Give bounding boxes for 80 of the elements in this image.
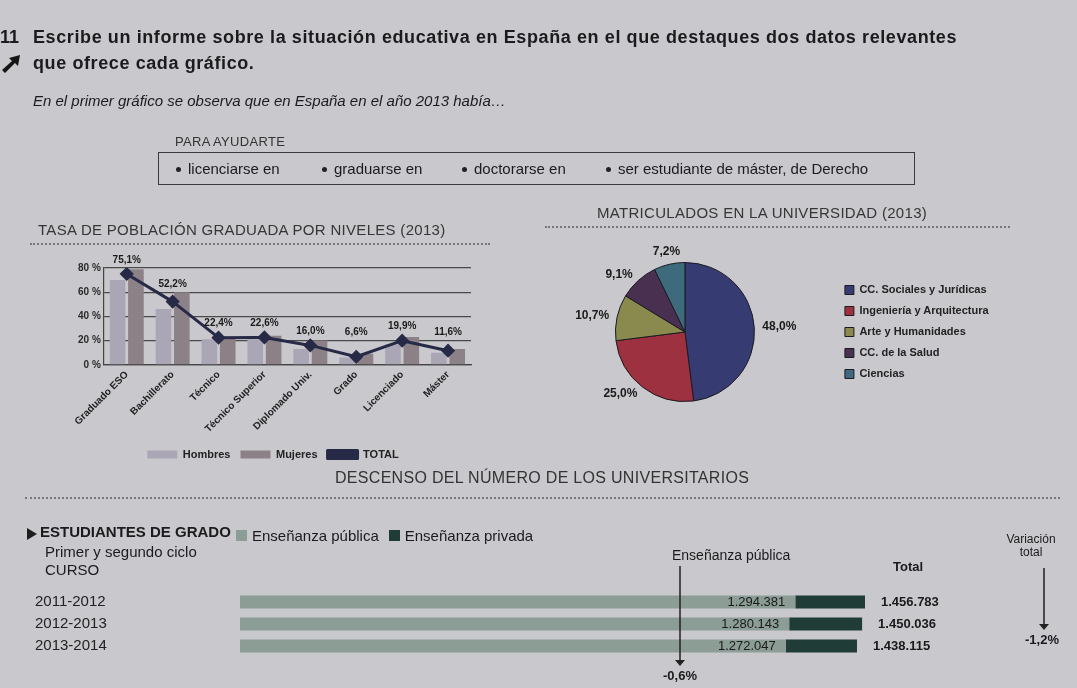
data-label: 22,6% (250, 317, 279, 329)
legend-label: Enseñanza privada (404, 527, 534, 544)
data-label: 19,9% (387, 320, 417, 332)
bar (247, 339, 264, 365)
y-tick-label: 0 % (83, 358, 101, 370)
bar (293, 349, 309, 365)
bar (219, 336, 236, 365)
bar (795, 595, 865, 609)
text: -1,2% (1025, 632, 1059, 647)
data-label: 10,7% (575, 308, 610, 323)
data-label: 1.294.381 (727, 593, 786, 609)
y-tick-label: 20 % (78, 334, 101, 346)
text: graduarse en (334, 160, 423, 177)
bar (385, 344, 401, 365)
point (349, 350, 363, 364)
data-label: 1.280.143 (721, 615, 780, 631)
y-tick-label: 60 % (78, 285, 101, 297)
bar (201, 339, 218, 365)
text: Enseñanza pública (672, 547, 791, 563)
data-label: 7,2% (652, 243, 681, 258)
chart-title: DESCENSO DEL NÚMERO DE LOS UNIVERSITARIOS (335, 469, 750, 487)
point (212, 331, 226, 345)
legend-label: Ciencias (859, 367, 905, 380)
point (257, 330, 271, 344)
legend-label: Hombres (182, 447, 231, 460)
chart-title: MATRICULADOS EN LA UNIVERSIDAD (2013) (597, 204, 928, 221)
point (166, 295, 180, 309)
bar (240, 617, 790, 631)
point (120, 268, 134, 281)
text: licenciarse en (188, 160, 280, 177)
bar (785, 639, 857, 653)
data-label: 48,0% (762, 319, 797, 334)
total-label: 1.456.783 (881, 593, 939, 609)
text: ser estudiante de máster, de Derecho (618, 160, 869, 177)
y-tick-label: 2012-2013 (35, 614, 107, 632)
data-label: 1.272.047 (717, 637, 776, 653)
total-label: 1.438.115 (872, 637, 931, 653)
text: Primer y segundo ciclo (45, 543, 197, 560)
bar (174, 292, 190, 365)
text: doctorarse en (474, 160, 566, 177)
point (303, 338, 317, 352)
bar (431, 352, 447, 365)
data-label: 25,0% (603, 385, 638, 400)
legend-label: Arte y Humanidades (859, 325, 966, 338)
bar (240, 595, 796, 609)
total-label: 1.450.036 (878, 615, 936, 631)
text: -0,6% (663, 668, 697, 683)
legend-label: Ingeniería y Arquitectura (859, 304, 990, 317)
data-label: 6,6% (344, 326, 368, 338)
text: Variación total (1005, 532, 1057, 559)
text: En el primer gráfico se observa que en España en el año 2013 había… (33, 92, 506, 109)
data-label: 9,1% (605, 266, 634, 281)
text: 11 (0, 26, 20, 49)
point (441, 344, 455, 358)
bar (240, 639, 786, 653)
data-label: 22,4% (204, 317, 233, 329)
legend-label: TOTAL (363, 447, 399, 460)
text: Escribe un informe sobre la situación educativa en España en el que destaques dos datos relevantes que ofrece cada gráfico. (33, 26, 959, 75)
y-tick-label: 80 % (78, 261, 101, 273)
text: Total (893, 559, 924, 574)
legend-label: Enseñanza pública (252, 527, 379, 544)
legend-label: Mujeres (275, 447, 318, 460)
y-tick-label: 40 % (78, 310, 101, 322)
data-label: 16,0% (296, 325, 325, 337)
data-label: 52,2% (158, 277, 187, 289)
y-axis-title: CURSO (45, 561, 100, 578)
chart-subtitle: ESTUDIANTES DE GRADO (40, 523, 231, 540)
point (395, 334, 409, 348)
data-label: 75,1% (112, 253, 142, 265)
legend-label: CC. Sociales y Jurídicas (859, 283, 987, 296)
bar (789, 617, 863, 631)
bar (128, 269, 144, 365)
text: PARA AYUDARTE (175, 134, 286, 149)
bar (109, 280, 126, 365)
y-tick-label: 2011-2012 (35, 592, 106, 610)
chart-title: TASA DE POBLACIÓN GRADUADA POR NIVELES (2013) (38, 221, 446, 238)
bar (155, 309, 172, 365)
legend-label: CC. de la Salud (859, 346, 940, 359)
y-tick-label: 2013-2014 (35, 636, 107, 654)
data-label: 11,6% (434, 326, 463, 338)
